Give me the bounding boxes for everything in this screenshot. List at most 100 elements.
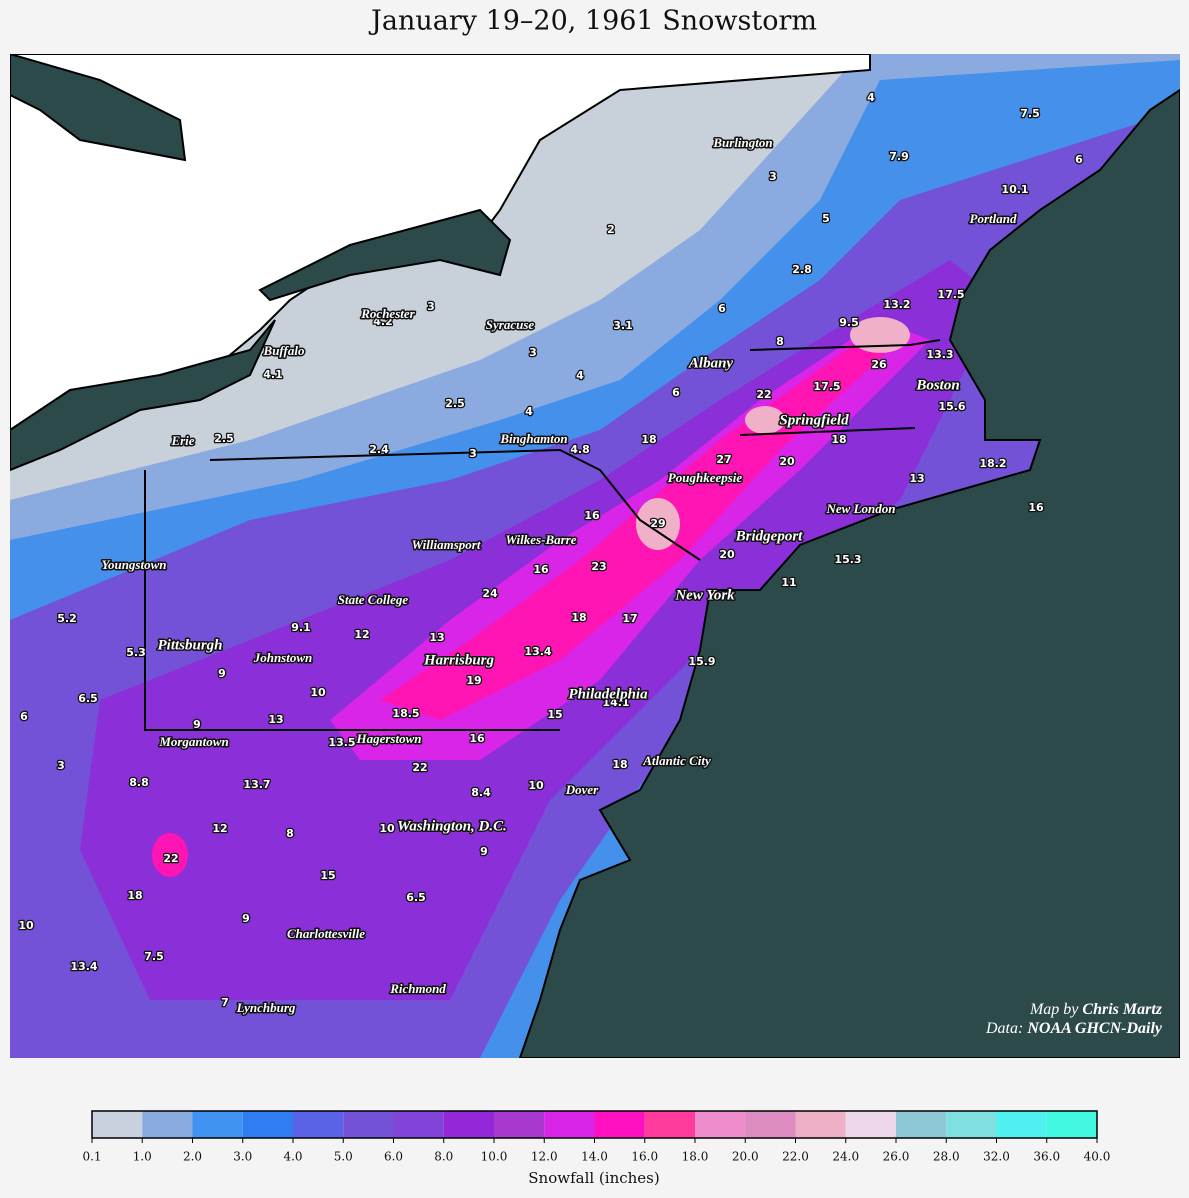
snowfall-value: 13.5 bbox=[328, 736, 355, 749]
snowfall-value: 20 bbox=[719, 548, 735, 561]
colorbar-segment bbox=[142, 1111, 193, 1138]
colorbar-segment bbox=[192, 1111, 243, 1138]
credit-data: Data: NOAA GHCN-Daily bbox=[985, 1020, 1163, 1037]
snowfall-value: 13.3 bbox=[926, 348, 953, 361]
ocean bbox=[518, 88, 1180, 1058]
snowfall-value: 15 bbox=[320, 869, 335, 882]
colorbar-tick-label: 1.0 bbox=[133, 1150, 152, 1164]
snowfall-value: 7.5 bbox=[144, 950, 164, 963]
city-label: Syracuse bbox=[486, 317, 535, 332]
city-label: Youngstown bbox=[101, 557, 166, 572]
snowfall-value: 26 bbox=[871, 358, 887, 371]
city-label: Johnstown bbox=[253, 650, 313, 665]
snowfall-value: 16 bbox=[469, 732, 485, 745]
snowfall-value: 2.5 bbox=[445, 397, 465, 410]
snowfall-value: 4.8 bbox=[570, 443, 590, 456]
colorbar-segment bbox=[343, 1111, 394, 1138]
snowfall-value: 13.4 bbox=[524, 645, 551, 658]
snowfall-value: 2.8 bbox=[792, 263, 812, 276]
state-line bbox=[739, 427, 916, 436]
lake-ontario bbox=[258, 208, 512, 302]
snowfall-value: 8 bbox=[286, 827, 294, 840]
city-label: Boston bbox=[915, 377, 959, 393]
snowfall-value: 14.1 bbox=[602, 696, 629, 709]
city-label: Binghamton bbox=[499, 431, 567, 446]
snowfall-value: 17.5 bbox=[813, 380, 840, 393]
snowfall-value: 6 bbox=[1075, 153, 1083, 166]
colorbar-segment bbox=[845, 1111, 896, 1138]
snowfall-value: 17.5 bbox=[937, 288, 964, 301]
snowfall-value: 6.5 bbox=[78, 692, 98, 705]
snow-band bbox=[850, 317, 910, 353]
city-label: Albany bbox=[688, 355, 734, 371]
credit-source: NOAA GHCN-Daily bbox=[1026, 1020, 1163, 1037]
colorbar-segment bbox=[745, 1111, 796, 1138]
snowfall-value: 15.9 bbox=[688, 655, 715, 668]
snowfall-value: 5 bbox=[822, 212, 830, 225]
colorbar-tick-label: 22.0 bbox=[782, 1150, 809, 1164]
city-label: Harrisburg bbox=[423, 652, 495, 668]
snowfall-value: 7.5 bbox=[1020, 107, 1040, 120]
colorbar-tick-label: 4.0 bbox=[283, 1150, 302, 1164]
colorbar-segment bbox=[695, 1111, 746, 1138]
city-label: Charlottesville bbox=[287, 926, 365, 941]
city-label: Dover bbox=[565, 782, 599, 797]
state-line bbox=[749, 339, 941, 351]
snowfall-value: 9.1 bbox=[291, 621, 311, 634]
city-label: Buffalo bbox=[263, 343, 305, 358]
snowfall-value: 16 bbox=[1028, 501, 1044, 514]
snowfall-value: 18.2 bbox=[979, 457, 1006, 470]
colorbar-tick-label: 24.0 bbox=[832, 1150, 859, 1164]
colorbar-segment bbox=[494, 1111, 545, 1138]
snow-band bbox=[745, 406, 785, 434]
map-title: January 19–20, 1961 Snowstorm bbox=[368, 6, 817, 37]
snowfall-value: 8.8 bbox=[129, 776, 149, 789]
snowfall-value: 18 bbox=[571, 611, 586, 624]
snowfall-value: 18 bbox=[127, 889, 142, 902]
snowfall-value: 18.5 bbox=[392, 707, 419, 720]
city-label: Pittsburgh bbox=[157, 637, 222, 653]
state-line bbox=[209, 448, 701, 561]
snowfall-value: 4 bbox=[867, 91, 875, 104]
colorbar-tick-label: 28.0 bbox=[933, 1150, 960, 1164]
city-label: New York bbox=[674, 587, 735, 603]
city-label: Philadelphia bbox=[568, 686, 648, 702]
colorbar-tick-label: 14.0 bbox=[581, 1150, 608, 1164]
lake-huron bbox=[10, 54, 187, 162]
snowfall-value: 27 bbox=[716, 453, 731, 466]
snowfall-value: 22 bbox=[163, 852, 178, 865]
snowfall-value: 3.1 bbox=[613, 319, 633, 332]
snowfall-value: 4 bbox=[576, 369, 584, 382]
colorbar-segment bbox=[293, 1111, 344, 1138]
snowfall-value: 3 bbox=[529, 346, 537, 359]
city-label: Springfield bbox=[779, 412, 849, 428]
city-label: Morgantown bbox=[158, 734, 228, 749]
snowfall-value: 4.2 bbox=[373, 315, 393, 328]
colorbar-segment bbox=[896, 1111, 947, 1138]
snowfall-value: 22 bbox=[412, 761, 427, 774]
snowfall-value: 12 bbox=[212, 822, 227, 835]
snowfall-value: 8 bbox=[776, 335, 784, 348]
city-label: Rochester bbox=[360, 306, 415, 321]
snowfall-value: 10.1 bbox=[1001, 183, 1028, 196]
colorbar-segment bbox=[242, 1111, 293, 1138]
snowfall-value: 13 bbox=[429, 631, 444, 644]
snow-band bbox=[636, 498, 680, 550]
credit-map: Map by Chris Martz bbox=[1029, 1001, 1163, 1018]
snowfall-value: 3 bbox=[469, 447, 477, 460]
snowfall-value: 13 bbox=[909, 472, 924, 485]
city-label: Williamsport bbox=[412, 537, 481, 552]
colorbar-tick-label: 32.0 bbox=[983, 1150, 1010, 1164]
colorbar-tick-label: 20.0 bbox=[732, 1150, 759, 1164]
snowfall-value: 10 bbox=[310, 686, 326, 699]
snowfall-value: 3 bbox=[769, 170, 777, 183]
snowfall-value: 12 bbox=[354, 628, 369, 641]
snowfall-value: 5.2 bbox=[57, 612, 77, 625]
snowfall-value: 20 bbox=[779, 455, 795, 468]
snowfall-value: 22 bbox=[756, 388, 771, 401]
credit-prefix: Map by bbox=[1029, 1001, 1079, 1018]
snowfall-value: 9 bbox=[480, 845, 488, 858]
colorbar-label: Snowfall (inches) bbox=[528, 1169, 659, 1187]
snowfall-value: 9 bbox=[218, 667, 226, 680]
